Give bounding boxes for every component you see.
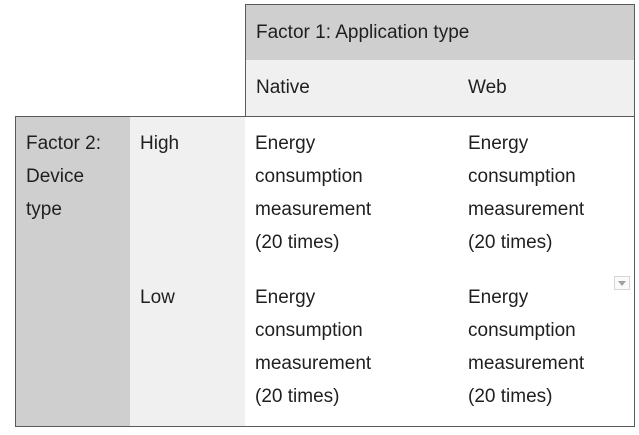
cell-low-native[interactable]: Energy consumption measurement (20 times… <box>245 271 459 427</box>
cell-low-web[interactable]: Energy consumption measurement (20 times… <box>458 271 635 427</box>
chevron-down-icon[interactable] <box>614 276 630 290</box>
factor1-header: Factor 1: Application type <box>245 4 635 61</box>
factor2-level-low: Low <box>130 271 246 427</box>
factor1-level-native: Native <box>245 60 459 117</box>
factor1-level-web: Web <box>458 60 635 117</box>
factor2-level-high: High <box>130 116 246 272</box>
cell-high-native[interactable]: Energy consumption measurement (20 times… <box>245 116 459 272</box>
cell-high-web[interactable]: Energy consumption measurement (20 times… <box>458 116 635 272</box>
factor2-header: Factor 2: Device type <box>15 116 131 427</box>
